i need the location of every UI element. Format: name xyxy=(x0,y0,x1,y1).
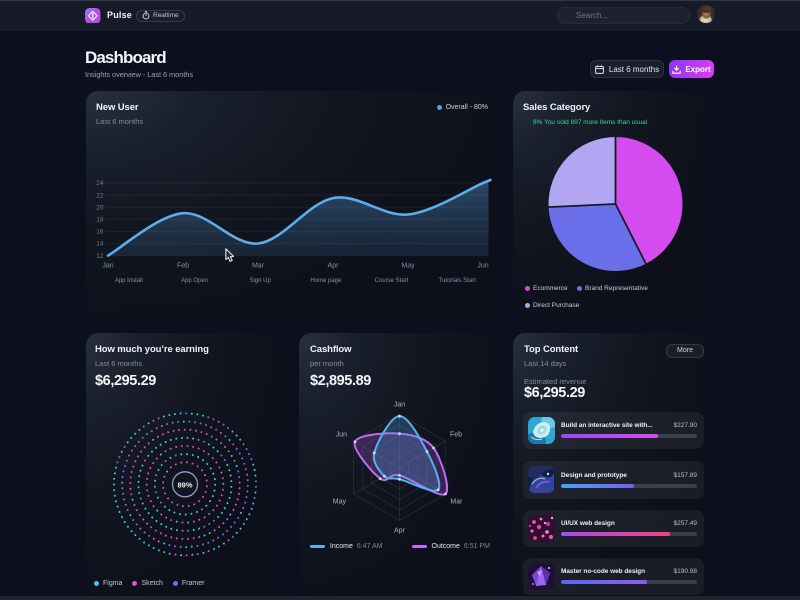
svg-text:16: 16 xyxy=(96,229,104,236)
svg-text:Apr: Apr xyxy=(394,528,406,535)
svg-text:Jan: Jan xyxy=(394,402,405,409)
svg-text:18: 18 xyxy=(96,217,104,224)
svg-text:Jan: Jan xyxy=(102,263,113,270)
svg-text:Jun: Jun xyxy=(477,263,488,270)
svg-text:Jun: Jun xyxy=(336,432,347,439)
svg-text:14: 14 xyxy=(96,241,104,248)
svg-text:20: 20 xyxy=(96,204,104,211)
svg-text:Feb: Feb xyxy=(450,432,462,439)
svg-text:Apr: Apr xyxy=(328,263,340,270)
svg-text:Mar: Mar xyxy=(252,263,265,270)
svg-text:24: 24 xyxy=(96,180,104,187)
svg-text:May: May xyxy=(333,499,347,506)
svg-text:Mar: Mar xyxy=(450,499,463,506)
svg-text:22: 22 xyxy=(96,192,104,199)
svg-text:May: May xyxy=(401,263,415,270)
svg-text:Feb: Feb xyxy=(177,263,189,270)
svg-text:12: 12 xyxy=(96,253,104,260)
svg-text:89%: 89% xyxy=(177,480,192,489)
